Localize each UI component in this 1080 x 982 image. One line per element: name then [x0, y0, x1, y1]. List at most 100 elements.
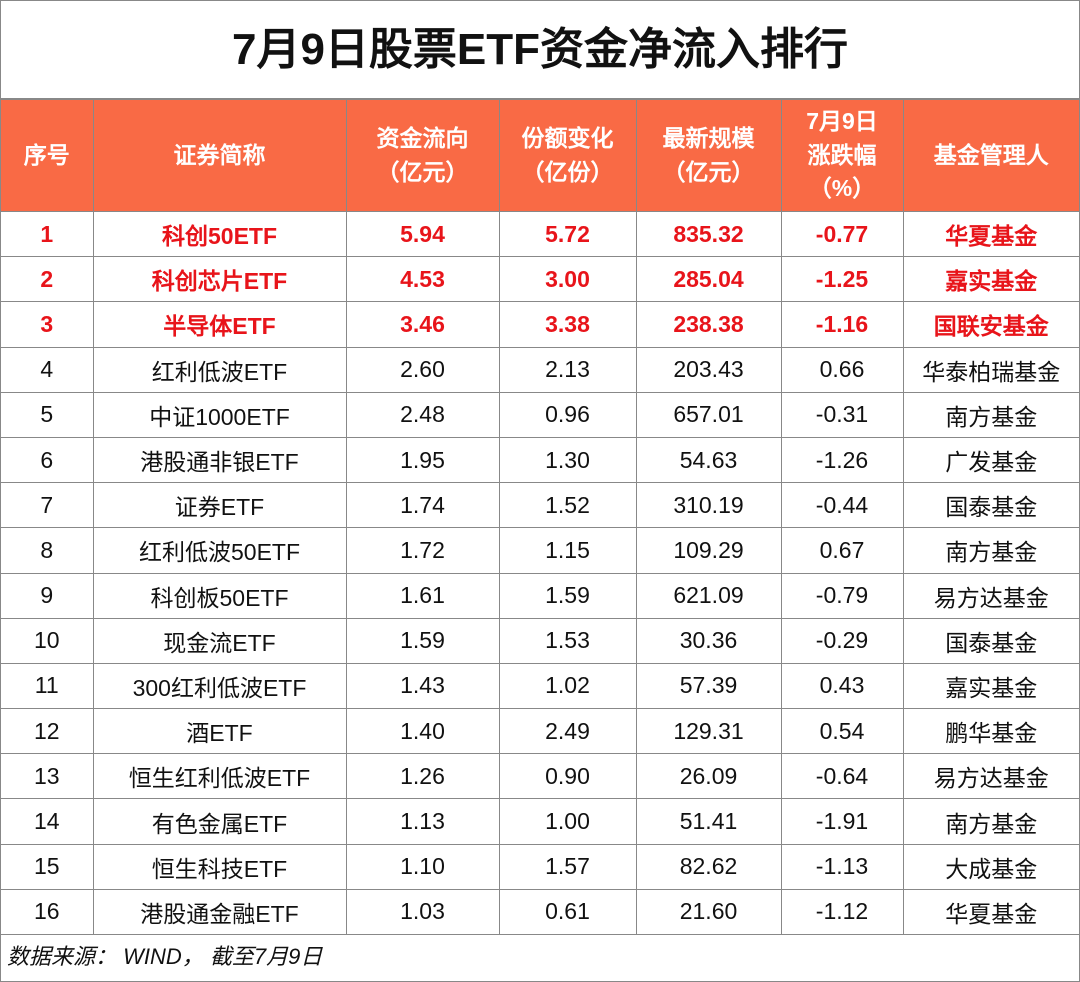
table-header: 序号 证券简称 资金流向 （亿元） 份额变化 （亿份） 最新规模 （亿元） 7月9日 涨跌…	[1, 99, 1079, 212]
table-cell: 8	[1, 527, 94, 574]
table-cell: 5	[1, 391, 94, 438]
table-cell: 9	[1, 572, 94, 619]
table-cell: 14	[1, 798, 94, 845]
table-cell: 国泰基金	[902, 482, 1079, 529]
table-cell: 15	[1, 843, 94, 890]
table-cell: 1.15	[498, 527, 637, 574]
table-cell: 1.53	[498, 617, 637, 664]
table-cell: 鹏华基金	[902, 708, 1079, 755]
table-cell: 嘉实基金	[902, 662, 1079, 710]
table-body: 1 科创50ETF 5.94 5.72 835.32 -0.77 华夏基金 2 科创芯片ETF 4…	[1, 210, 1079, 936]
table-cell: 238.38	[635, 301, 782, 348]
table-cell: 国联安基金	[902, 301, 1079, 348]
table-cell: 6	[1, 436, 94, 484]
table-cell: 中证1000ETF	[92, 391, 347, 438]
table-cell: 1.03	[345, 888, 500, 936]
table-cell: 2.60	[345, 346, 500, 393]
table-cell: 11	[1, 662, 94, 710]
table-row: 10 现金流ETF 1.59 1.53 30.36 -0.29 国泰基金	[1, 617, 1079, 664]
table-cell: 621.09	[635, 572, 782, 619]
table-cell: 南方基金	[902, 798, 1079, 845]
table-cell: 1.00	[498, 798, 637, 845]
table-cell: 285.04	[635, 256, 782, 303]
table-cell: 5.94	[345, 210, 500, 258]
table-cell: 7	[1, 482, 94, 529]
table-cell: 0.61	[498, 888, 637, 936]
table-cell: 1.40	[345, 708, 500, 755]
table-row: 13 恒生红利低波ETF 1.26 0.90 26.09 -0.64 易方达基金	[1, 753, 1079, 800]
table-cell: 835.32	[635, 210, 782, 258]
table-cell: 红利低波50ETF	[92, 527, 347, 574]
table-cell: 3.38	[498, 301, 637, 348]
table-cell: 易方达基金	[902, 572, 1079, 619]
table-cell: 1.30	[498, 436, 637, 484]
table-row: 15 恒生科技ETF 1.10 1.57 82.62 -1.13 大成基金	[1, 843, 1079, 890]
table-cell: 广发基金	[902, 436, 1079, 484]
table-cell: -0.31	[780, 391, 904, 438]
table-row: 8 红利低波50ETF 1.72 1.15 109.29 0.67 南方基金	[1, 527, 1079, 574]
table-cell: 57.39	[635, 662, 782, 710]
column-header: 最新规模 （亿元）	[635, 99, 782, 212]
table-cell: 现金流ETF	[92, 617, 347, 664]
table-cell: 13	[1, 753, 94, 800]
table-cell: -1.16	[780, 301, 904, 348]
table-cell: -0.44	[780, 482, 904, 529]
table-cell: -0.29	[780, 617, 904, 664]
table-cell: 2.13	[498, 346, 637, 393]
table-cell: 109.29	[635, 527, 782, 574]
table-cell: 1.59	[345, 617, 500, 664]
table-cell: -0.77	[780, 210, 904, 258]
table-cell: 4	[1, 346, 94, 393]
table-cell: 657.01	[635, 391, 782, 438]
table-cell: 1.57	[498, 843, 637, 890]
table-cell: 3	[1, 301, 94, 348]
column-header: 资金流向 （亿元）	[345, 99, 500, 212]
table-cell: 3.00	[498, 256, 637, 303]
table-cell: 南方基金	[902, 391, 1079, 438]
table-cell: 4.53	[345, 256, 500, 303]
table-cell: 南方基金	[902, 527, 1079, 574]
table-cell: 2	[1, 256, 94, 303]
table-cell: 26.09	[635, 753, 782, 800]
table-cell: 科创板50ETF	[92, 572, 347, 619]
table-cell: 0.90	[498, 753, 637, 800]
table-row: 9 科创板50ETF 1.61 1.59 621.09 -0.79 易方达基金	[1, 572, 1079, 619]
table-cell: 1.43	[345, 662, 500, 710]
table-cell: 0.67	[780, 527, 904, 574]
table-cell: 1.13	[345, 798, 500, 845]
header-row: 序号 证券简称 资金流向 （亿元） 份额变化 （亿份） 最新规模 （亿元） 7月9日 涨跌…	[1, 99, 1079, 212]
table-cell: 0.66	[780, 346, 904, 393]
table-row: 4 红利低波ETF 2.60 2.13 203.43 0.66 华泰柏瑞基金	[1, 346, 1079, 393]
table-cell: 300红利低波ETF	[92, 662, 347, 710]
table-cell: 嘉实基金	[902, 256, 1079, 303]
column-header: 份额变化 （亿份）	[498, 99, 637, 212]
table-cell: 证券ETF	[92, 482, 347, 529]
table-cell: 0.96	[498, 391, 637, 438]
column-header: 基金管理人	[902, 99, 1079, 212]
table-cell: 华夏基金	[902, 888, 1079, 936]
table-cell: 21.60	[635, 888, 782, 936]
table-cell: 港股通金融ETF	[92, 888, 347, 936]
table-cell: -1.13	[780, 843, 904, 890]
table-cell: 红利低波ETF	[92, 346, 347, 393]
table-cell: 82.62	[635, 843, 782, 890]
table-cell: -1.91	[780, 798, 904, 845]
table-cell: 1.74	[345, 482, 500, 529]
table-cell: 华夏基金	[902, 210, 1079, 258]
table-cell: 310.19	[635, 482, 782, 529]
table-cell: 科创芯片ETF	[92, 256, 347, 303]
table-row: 16 港股通金融ETF 1.03 0.61 21.60 -1.12 华夏基金	[1, 888, 1079, 936]
table-cell: 大成基金	[902, 843, 1079, 890]
table-cell: 1.95	[345, 436, 500, 484]
table-cell: 1.10	[345, 843, 500, 890]
table-cell: 51.41	[635, 798, 782, 845]
table-cell: -1.12	[780, 888, 904, 936]
table-cell: 12	[1, 708, 94, 755]
table-cell: 华泰柏瑞基金	[902, 346, 1079, 393]
table-row: 12 酒ETF 1.40 2.49 129.31 0.54 鹏华基金	[1, 708, 1079, 755]
table-cell: 30.36	[635, 617, 782, 664]
table-cell: 16	[1, 888, 94, 936]
table-cell: 203.43	[635, 346, 782, 393]
table-cell: 1.72	[345, 527, 500, 574]
column-header: 7月9日 涨跌幅 （%）	[780, 99, 904, 212]
